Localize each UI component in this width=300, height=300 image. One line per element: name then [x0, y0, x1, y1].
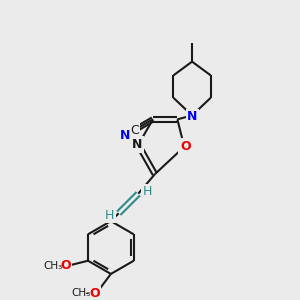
- Text: C: C: [130, 124, 139, 136]
- Text: CH₃: CH₃: [43, 261, 62, 271]
- Text: H: H: [142, 185, 152, 198]
- Text: O: O: [60, 259, 71, 272]
- Text: N: N: [187, 110, 197, 123]
- Text: N: N: [132, 138, 142, 151]
- Text: O: O: [89, 287, 100, 300]
- Text: H: H: [105, 209, 115, 222]
- Text: O: O: [180, 140, 190, 153]
- Text: N: N: [119, 128, 130, 142]
- Text: CH₃: CH₃: [71, 289, 90, 298]
